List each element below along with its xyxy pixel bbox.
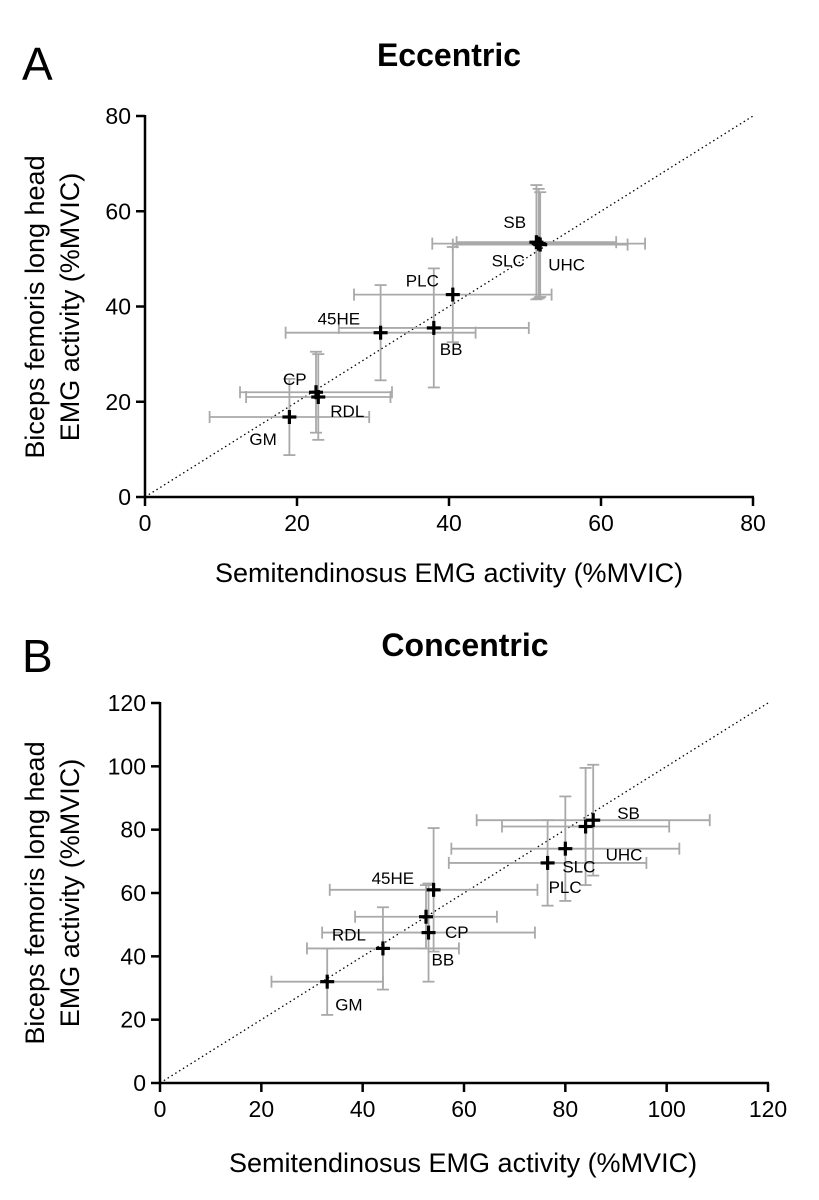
- identity-line-b: [159, 702, 769, 1084]
- x-tick-label-a: 0: [139, 510, 152, 536]
- y-axis-label-b-line2: EMG activity (%MVIC): [55, 759, 85, 1028]
- point-label-slc-a: SLC: [492, 252, 525, 271]
- x-tick-label-b: 60: [451, 1096, 477, 1122]
- panel-letter-a: A: [22, 38, 53, 90]
- y-tick-label-a: 20: [105, 389, 131, 415]
- x-tick-label-a: 40: [436, 510, 462, 536]
- point-label-bb-a: BB: [440, 340, 463, 359]
- data-point-slc-b: [558, 841, 573, 856]
- point-label-slc-b: SLC: [562, 858, 595, 877]
- point-label-uhc-b: UHC: [606, 846, 643, 865]
- point-label-bb-b: BB: [432, 951, 455, 970]
- point-label-45he-a: 45HE: [318, 310, 361, 329]
- point-label-cp-b: CP: [445, 923, 469, 942]
- y-tick-label-b: 80: [120, 817, 146, 843]
- y-tick-label-a: 60: [105, 198, 131, 224]
- y-axis-label-a-line1: Biceps femoris long head: [20, 155, 50, 458]
- data-point-uhc-b: [578, 819, 593, 834]
- y-tick-label-a: 40: [105, 294, 131, 320]
- data-point-sb-b: [586, 813, 601, 828]
- point-label-rdl-a: RDL: [330, 402, 364, 421]
- x-tick-label-a: 60: [588, 510, 614, 536]
- y-tick-label-b: 40: [120, 943, 146, 969]
- x-tick-label-b: 40: [350, 1096, 376, 1122]
- x-axis-label-a: Semitendinosus EMG activity (%MVIC): [215, 558, 683, 588]
- data-point-rdl-a: [311, 389, 326, 404]
- x-tick-label-b: 80: [553, 1096, 579, 1122]
- x-tick-label-b: 100: [647, 1096, 685, 1122]
- point-label-gm-a: GM: [249, 430, 276, 449]
- point-label-45he-b: 45HE: [372, 869, 415, 888]
- y-axis-label-a-line2: EMG activity (%MVIC): [55, 173, 85, 442]
- y-axis-label-b-line1: Biceps femoris long head: [20, 741, 50, 1044]
- data-point-rdl-b: [375, 941, 390, 956]
- data-point-45he-a: [373, 325, 388, 340]
- y-tick-label-b: 120: [108, 690, 146, 716]
- chart-title-a: Eccentric: [377, 37, 521, 73]
- point-label-plc-b: PLC: [549, 878, 582, 897]
- data-point-bb-b: [421, 925, 436, 940]
- point-label-rdl-b: RDL: [332, 925, 366, 944]
- plot-area-concentric: 0 20 40 60 80 100 120 0 20 40 60 80 100 120 SB UHC SLCPL…: [108, 690, 788, 1122]
- x-axis-label-b: Semitendinosus EMG activity (%MVIC): [229, 1148, 697, 1178]
- y-tick-label-a: 0: [118, 484, 131, 510]
- y-tick-label-b: 60: [120, 880, 146, 906]
- point-label-gm-b: GM: [335, 996, 362, 1015]
- x-tick-label-b: 0: [154, 1096, 167, 1122]
- y-tick-label-a: 80: [105, 103, 131, 129]
- chart-title-b: Concentric: [381, 627, 548, 663]
- x-tick-label-b: 120: [749, 1096, 787, 1122]
- point-label-cp-a: CP: [283, 370, 307, 389]
- data-point-plc-a: [445, 287, 460, 302]
- data-point-slc-a: [531, 236, 546, 251]
- data-point-gm-a: [282, 409, 297, 424]
- point-label-sb-b: SB: [617, 804, 640, 823]
- y-tick-label-b: 100: [108, 753, 146, 779]
- data-point-gm-b: [320, 974, 335, 989]
- data-point-plc-b: [540, 855, 555, 870]
- y-tick-label-b: 20: [120, 1007, 146, 1033]
- data-point-bb-a: [426, 320, 441, 335]
- x-tick-label-a: 80: [740, 510, 766, 536]
- identity-line-a: [144, 115, 754, 498]
- point-label-uhc-a: UHC: [548, 256, 585, 275]
- data-point-cp-b: [419, 909, 433, 924]
- x-tick-label-b: 20: [249, 1096, 275, 1122]
- plot-area-eccentric: 0 20 40 60 80 0 20 40 60 80 SB UHC SLC PLC BB 45HE CP RDL…: [105, 103, 765, 536]
- panel-letter-b: B: [22, 630, 53, 682]
- data-point-45he-b: [426, 882, 441, 897]
- point-label-sb-a: SB: [503, 213, 526, 232]
- x-tick-label-a: 20: [284, 510, 310, 536]
- y-tick-label-b: 0: [133, 1070, 146, 1096]
- point-label-plc-a: PLC: [406, 272, 439, 291]
